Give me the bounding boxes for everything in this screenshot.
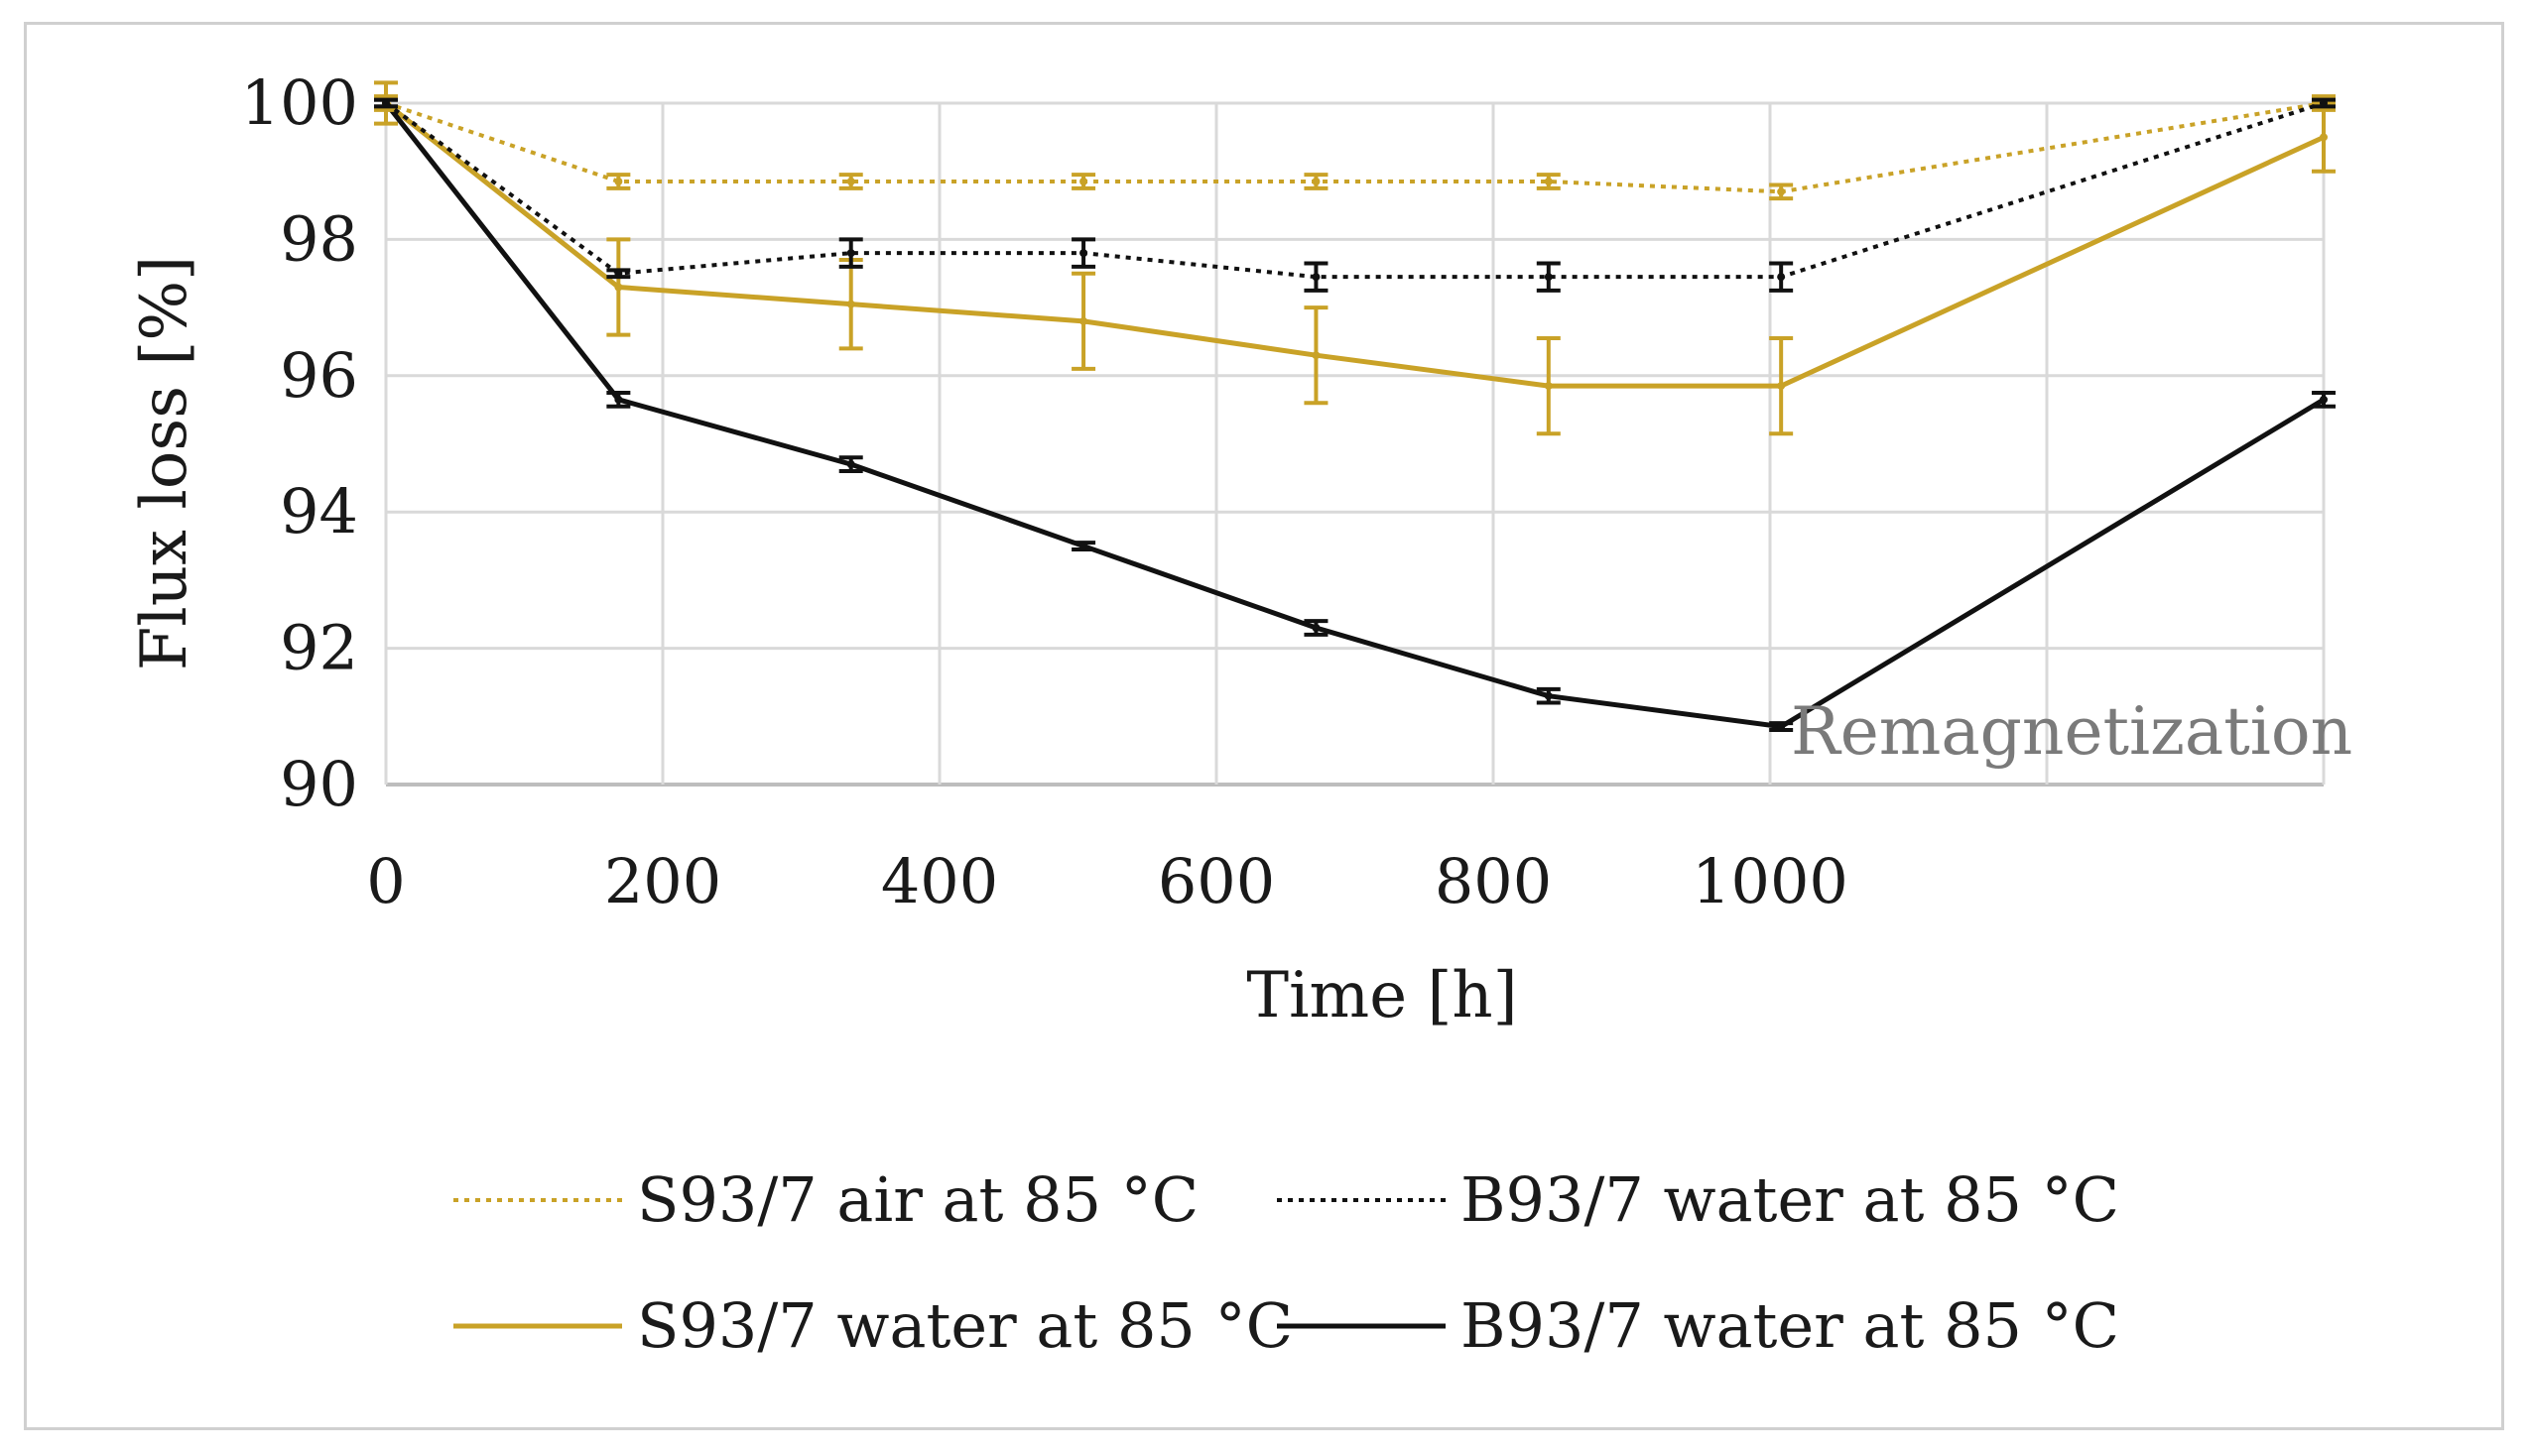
data-point — [1312, 273, 1321, 282]
data-point — [1777, 722, 1786, 731]
x-tick-label-0: 0 — [366, 845, 405, 917]
x-tick-label-400: 400 — [881, 845, 998, 917]
legend-item-3: B93/7 water at 85 °C — [1277, 1289, 2119, 1362]
x-tick-label-200: 200 — [604, 845, 721, 917]
data-point — [614, 178, 623, 186]
series-0 — [374, 94, 2336, 201]
data-point — [1544, 691, 1553, 700]
data-point — [1777, 187, 1786, 196]
data-point — [1777, 382, 1786, 391]
chart-frame: 90 92 94 96 98 100 0 200 400 600 800 1000 Remagneti… — [24, 22, 2504, 1430]
data-point — [1544, 178, 1553, 186]
y-axis-title: Flux loss [%] — [128, 256, 201, 670]
data-point — [1312, 623, 1321, 632]
data-point — [2320, 133, 2328, 142]
series-lines — [374, 80, 2336, 733]
grid-lines — [384, 101, 2326, 787]
y-tick-label-94: 94 — [280, 475, 358, 547]
x-tick-label-1000: 1000 — [1692, 845, 1848, 917]
y-tick-label-92: 92 — [280, 612, 358, 684]
x-tick-label-600: 600 — [1158, 845, 1275, 917]
data-point — [382, 99, 390, 107]
data-point — [1777, 273, 1786, 282]
y-tick-label-96: 96 — [280, 339, 358, 412]
legend-item-2: S93/7 water at 85 °C — [453, 1289, 1293, 1362]
data-point — [1544, 382, 1553, 391]
data-point — [614, 283, 623, 292]
series-1 — [374, 97, 2336, 293]
legend-item-0: S93/7 air at 85 °C — [453, 1163, 1199, 1236]
series-2 — [374, 80, 2336, 436]
y-tick-label-98: 98 — [280, 202, 358, 275]
data-point — [1312, 178, 1321, 186]
series-line-2 — [384, 101, 2326, 389]
series-line-1 — [384, 101, 2325, 280]
series-line-3 — [384, 101, 2326, 730]
annotation-remagnetization: Remagnetization — [1791, 693, 2352, 770]
data-point — [1312, 351, 1321, 360]
data-point — [2320, 395, 2328, 404]
data-point — [1544, 273, 1553, 282]
data-point — [1079, 249, 1088, 258]
x-tick-label-800: 800 — [1435, 845, 1552, 917]
legend-label: S93/7 air at 85 °C — [637, 1163, 1199, 1236]
series-line-0 — [385, 101, 2325, 194]
data-point — [614, 269, 623, 278]
legend-label: B93/7 water at 85 °C — [1460, 1163, 2119, 1236]
legend: S93/7 air at 85 °C B93/7 water at 85 °C S9… — [453, 1163, 2119, 1362]
data-point — [614, 395, 623, 404]
legend-label: S93/7 water at 85 °C — [637, 1289, 1293, 1362]
data-point — [2320, 99, 2328, 107]
data-point — [1079, 542, 1088, 550]
data-point — [846, 178, 855, 186]
legend-label: B93/7 water at 85 °C — [1460, 1289, 2119, 1362]
x-axis-title: Time [h] — [1246, 959, 1517, 1032]
data-point — [1079, 316, 1088, 325]
data-point — [846, 460, 855, 469]
data-point — [846, 249, 855, 258]
data-point — [1079, 178, 1088, 186]
legend-item-1: B93/7 water at 85 °C — [1277, 1163, 2119, 1236]
y-tick-label-100: 100 — [241, 66, 358, 139]
y-tick-label-90: 90 — [280, 748, 358, 820]
data-point — [846, 300, 855, 308]
